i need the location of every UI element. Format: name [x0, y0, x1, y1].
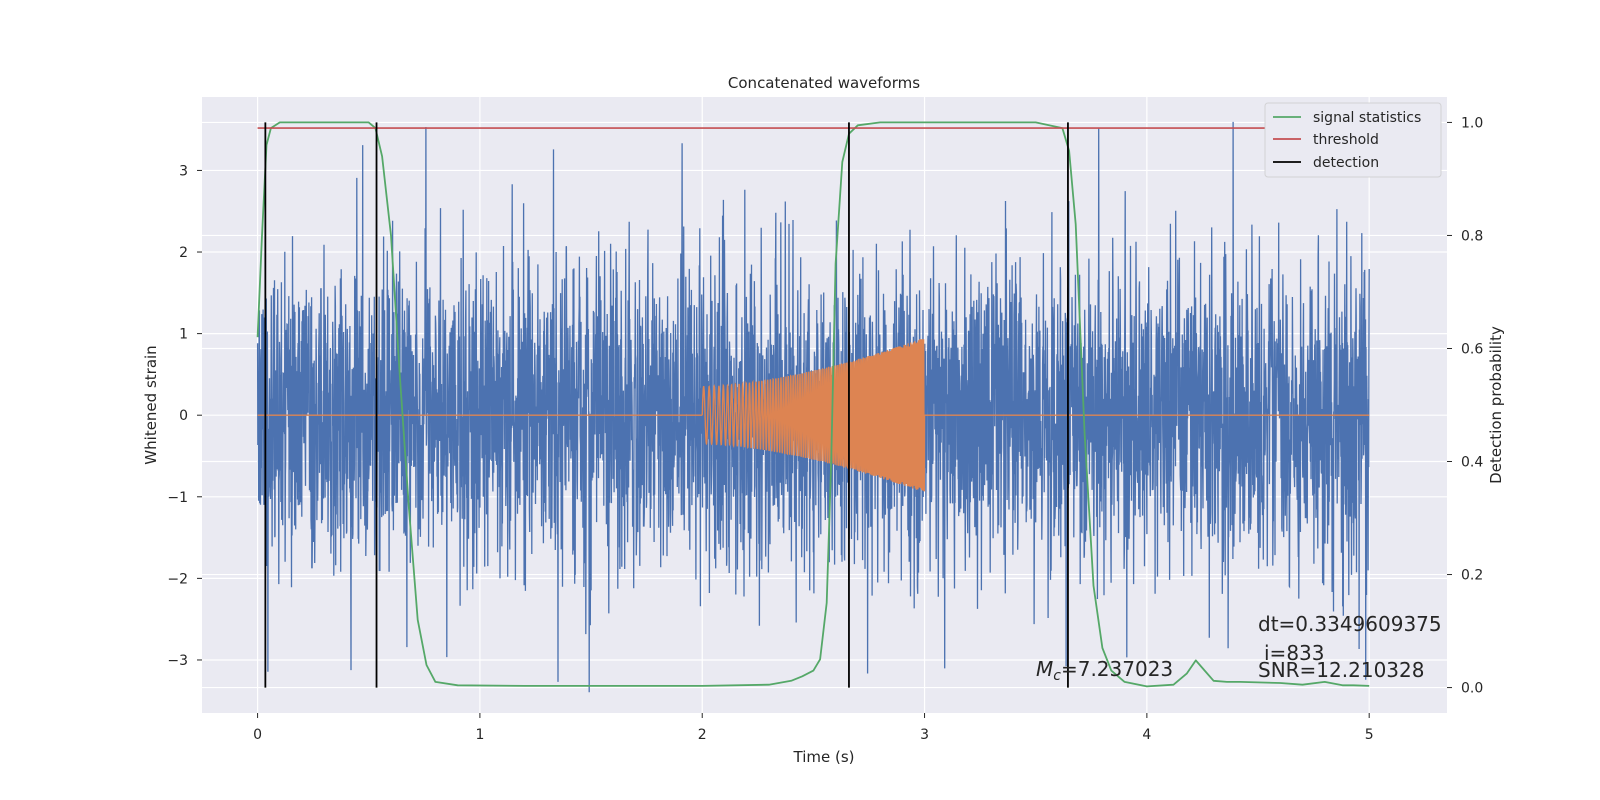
x-tick-label: 2 [698, 727, 707, 743]
template-series [257, 339, 1370, 492]
y-tick-label-left: 2 [179, 245, 188, 261]
annotation-chirp-mass-symbol: M [1036, 657, 1053, 681]
legend-label-threshold: threshold [1313, 132, 1379, 148]
x-tick-label: 0 [253, 727, 262, 743]
signal-statistics-series [256, 121, 1370, 688]
annotation-i: i=833 [1264, 641, 1325, 665]
y-tick-label-left: 0 [179, 408, 188, 424]
x-axis-label: Time (s) [793, 748, 855, 766]
legend: signal statistics threshold detection [1264, 102, 1442, 178]
y-tick-label-right: 0.8 [1461, 228, 1483, 244]
y-tick-label-right: 0.4 [1461, 455, 1483, 471]
legend-label-detection: detection [1313, 155, 1379, 171]
tick-layer: 0 1 2 3 4 5 3 2 1 0 −1 −2 −3 1.0 0.8 0.6 0.4 0.2 0.0 [167, 115, 1483, 743]
signal-statistics-line [256, 121, 1370, 688]
legend-box [1264, 102, 1442, 178]
y-tick-label-right: 0.6 [1461, 341, 1483, 357]
annotation-chirp-mass-value: =7.237023 [1061, 657, 1173, 681]
y-tick-label-left: 1 [179, 327, 188, 343]
y-tick-label-right: 0.0 [1461, 681, 1483, 697]
annotation-snr: SNR=12.210328 [1258, 658, 1424, 682]
y-tick-label-left: −3 [167, 653, 188, 669]
annotation-chirp-mass: Mc=7.237023 [1036, 657, 1173, 684]
x-tick-label: 5 [1365, 727, 1374, 743]
template-line [257, 339, 1370, 492]
y-axis-label-right: Detection probability [1487, 326, 1505, 484]
x-tick-label: 3 [920, 727, 929, 743]
annotation-chirp-mass-subscript: c [1053, 668, 1061, 684]
detection-series [264, 122, 1069, 688]
x-tick-label: 4 [1142, 727, 1151, 743]
chart-title: Concatenated waveforms [728, 74, 920, 92]
y-tick-label-left: −2 [167, 571, 188, 587]
y-tick-label-left: 3 [179, 163, 188, 179]
y-tick-label-right: 1.0 [1461, 115, 1483, 131]
legend-label-signal-statistics: signal statistics [1313, 110, 1421, 126]
y-tick-label-right: 0.2 [1461, 568, 1483, 584]
x-tick-label: 1 [475, 727, 484, 743]
y-tick-label-left: −1 [167, 490, 188, 506]
noise-series [256, 121, 1370, 693]
annotation-dt: dt=0.3349609375 [1258, 612, 1442, 636]
noise-line [256, 121, 1370, 693]
y-axis-label-left: Whitened strain [142, 345, 160, 464]
